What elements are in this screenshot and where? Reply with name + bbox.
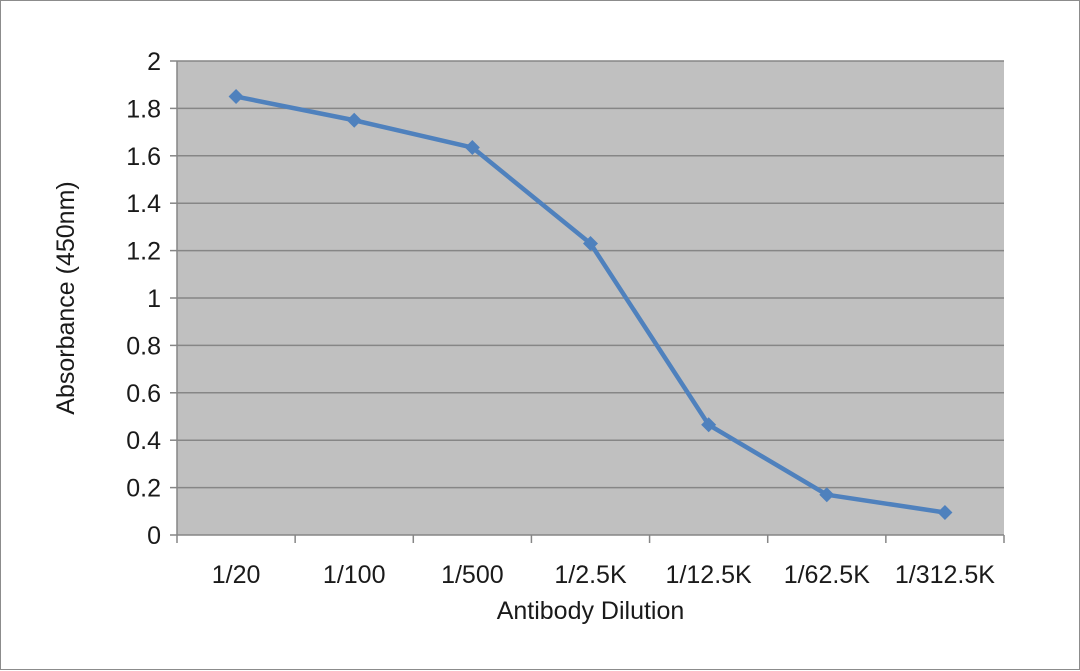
x-tick-labels: 1/20 1/100 1/500 1/2.5K 1/12.5K 1/62.5K 1/312.…: [176, 535, 1005, 589]
x-tick-label: 1/100: [323, 561, 386, 589]
x-tick-label: 1/12.5K: [666, 561, 753, 589]
y-tick-label: 1.4: [126, 190, 161, 218]
data-point-marker: [464, 140, 480, 156]
y-tick-label: 1.8: [126, 95, 161, 123]
data-point-marker: [228, 89, 244, 105]
y-axis-title: Absorbance (450nm): [52, 181, 80, 414]
x-tick-label: 1/20: [212, 561, 261, 589]
y-tick-label: 2: [147, 48, 161, 76]
y-tick-label: 1.6: [126, 143, 161, 171]
data-point-marker: [937, 504, 953, 520]
y-tick-labels: 0 0.2 0.4 0.6 0.8 1 1.2 1.4 1.6 1.8 2: [126, 48, 177, 550]
data-point-marker: [701, 417, 717, 433]
x-tick-label: 1/312.5K: [895, 561, 995, 589]
data-point-marker: [583, 235, 598, 251]
y-tick-label: 0.2: [126, 475, 161, 503]
y-tick-label: 0: [147, 522, 161, 550]
data-point-marker: [346, 112, 362, 128]
y-tick-label: 0.4: [126, 427, 161, 455]
x-tick-label: 1/62.5K: [784, 561, 871, 589]
data-point-marker: [819, 487, 835, 503]
y-tick-label: 0.8: [126, 332, 161, 360]
y-tick-label: 1.2: [126, 238, 161, 266]
x-tick-label: 1/500: [441, 561, 504, 589]
series-layer: [228, 89, 953, 520]
y-tick-label: 0.6: [126, 380, 161, 408]
x-tick-label: 1/2.5K: [554, 561, 627, 589]
y-tick-label: 1: [147, 285, 161, 313]
x-axis-title: Antibody Dilution: [497, 597, 685, 625]
